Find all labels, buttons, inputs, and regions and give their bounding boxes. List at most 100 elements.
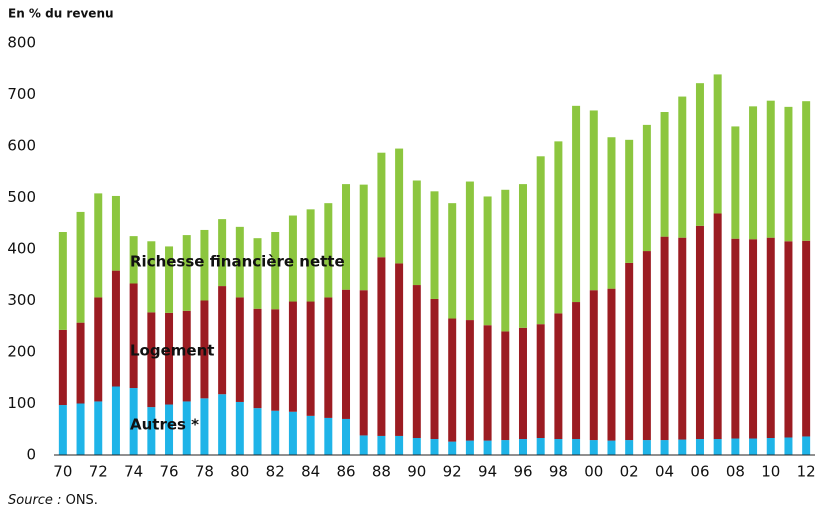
x-tick-label: 74 <box>124 463 143 481</box>
bar-segment <box>448 318 457 442</box>
bar-segment <box>235 297 244 402</box>
bar-segment <box>412 438 421 455</box>
bar-segment <box>359 290 368 436</box>
x-tick-label: 06 <box>690 463 709 481</box>
bar-segment <box>359 184 368 291</box>
bar-segment <box>607 440 616 455</box>
bar-segment <box>448 441 457 455</box>
bar-segment <box>731 438 740 455</box>
bar-segment <box>501 189 510 332</box>
bar-segment <box>465 320 474 441</box>
bar-segment <box>536 156 545 325</box>
bar-segment <box>430 298 439 440</box>
x-tick-label: 94 <box>478 463 497 481</box>
bar-segment <box>129 388 138 455</box>
bar-segment <box>129 236 138 284</box>
x-tick-label: 72 <box>89 463 108 481</box>
bar-segment <box>253 308 262 409</box>
bar-segment <box>483 196 492 326</box>
bar-segment <box>377 257 386 436</box>
bar-segment <box>518 327 527 440</box>
bar-segment <box>589 110 598 291</box>
bar-segment <box>625 440 634 455</box>
bar-segment <box>182 310 191 402</box>
bar-segment <box>359 435 368 455</box>
x-tick-label: 90 <box>407 463 426 481</box>
bar-segment <box>660 440 669 455</box>
bar-segment <box>536 324 545 439</box>
bar-segment <box>147 407 156 455</box>
bar-segment <box>412 285 421 439</box>
bar-segment <box>271 309 280 411</box>
bar-segment <box>625 139 634 263</box>
y-tick-label: 200 <box>7 343 36 361</box>
bar-segment <box>660 112 669 237</box>
bar-segment <box>147 241 156 313</box>
bar-segment <box>271 410 280 455</box>
bar-segment <box>465 440 474 455</box>
x-tick-label: 04 <box>655 463 674 481</box>
series-label: Logement <box>130 342 214 360</box>
bar-segment <box>58 405 67 455</box>
bar-segment <box>448 203 457 319</box>
bar-segment <box>554 141 563 314</box>
bar-segment <box>625 262 634 441</box>
bar-segment <box>607 137 616 289</box>
bar-segment <box>94 193 103 298</box>
x-tick-label: 78 <box>195 463 214 481</box>
bar-segment <box>766 237 775 439</box>
source: Source : ONS. <box>8 493 98 508</box>
y-tick-label: 800 <box>7 34 36 52</box>
bar-segment <box>802 240 811 437</box>
x-tick-label: 00 <box>584 463 603 481</box>
bar-segment <box>58 232 67 330</box>
bar-segment <box>342 418 351 455</box>
bar-segment <box>660 236 669 441</box>
y-tick-label: 300 <box>7 291 36 309</box>
bar-segment <box>572 439 581 455</box>
bar-segment <box>324 203 333 298</box>
bar-segment <box>235 401 244 455</box>
x-tick-label: 98 <box>549 463 568 481</box>
series-label: Autres * <box>130 416 199 434</box>
bar-segment <box>784 437 793 455</box>
bar-segment <box>288 301 297 412</box>
bar-segment <box>430 191 439 299</box>
bar-segment <box>253 408 262 455</box>
x-tick-label: 02 <box>620 463 639 481</box>
x-tick-label: 12 <box>797 463 816 481</box>
y-tick-label: 400 <box>7 240 36 258</box>
bar-segment <box>678 96 687 238</box>
bar-segment <box>306 301 315 416</box>
bar-segment <box>766 438 775 455</box>
bar-segment <box>749 239 758 439</box>
bar-segment <box>94 297 103 402</box>
bar-segment <box>589 440 598 455</box>
x-tick-label: 92 <box>443 463 462 481</box>
y-tick-label: 500 <box>7 188 36 206</box>
bar-segment <box>518 439 527 455</box>
source-label: Source : <box>8 493 61 508</box>
y-tick-label: 100 <box>7 394 36 412</box>
x-tick-label: 76 <box>159 463 178 481</box>
y-axis-title: En % du revenu <box>8 7 114 21</box>
bar-segment <box>642 440 651 455</box>
bar-segment <box>76 403 85 455</box>
source-text: ONS. <box>66 493 98 508</box>
bar-segment <box>306 415 315 455</box>
bar-segment <box>784 241 793 438</box>
bar-segment <box>766 100 775 238</box>
bar-segment <box>342 289 351 419</box>
bar-segment <box>218 219 227 287</box>
bar-segment <box>200 229 209 301</box>
bar-segment <box>642 124 651 252</box>
bar-segment <box>235 226 244 298</box>
bar-segment <box>713 213 722 440</box>
bar-segment <box>200 398 209 455</box>
bar-segment <box>288 215 297 302</box>
bar-segment <box>678 439 687 455</box>
bar-segment <box>731 126 740 239</box>
bar-segment <box>483 440 492 455</box>
bar-segment <box>802 436 811 455</box>
x-tick-label: 86 <box>336 463 355 481</box>
